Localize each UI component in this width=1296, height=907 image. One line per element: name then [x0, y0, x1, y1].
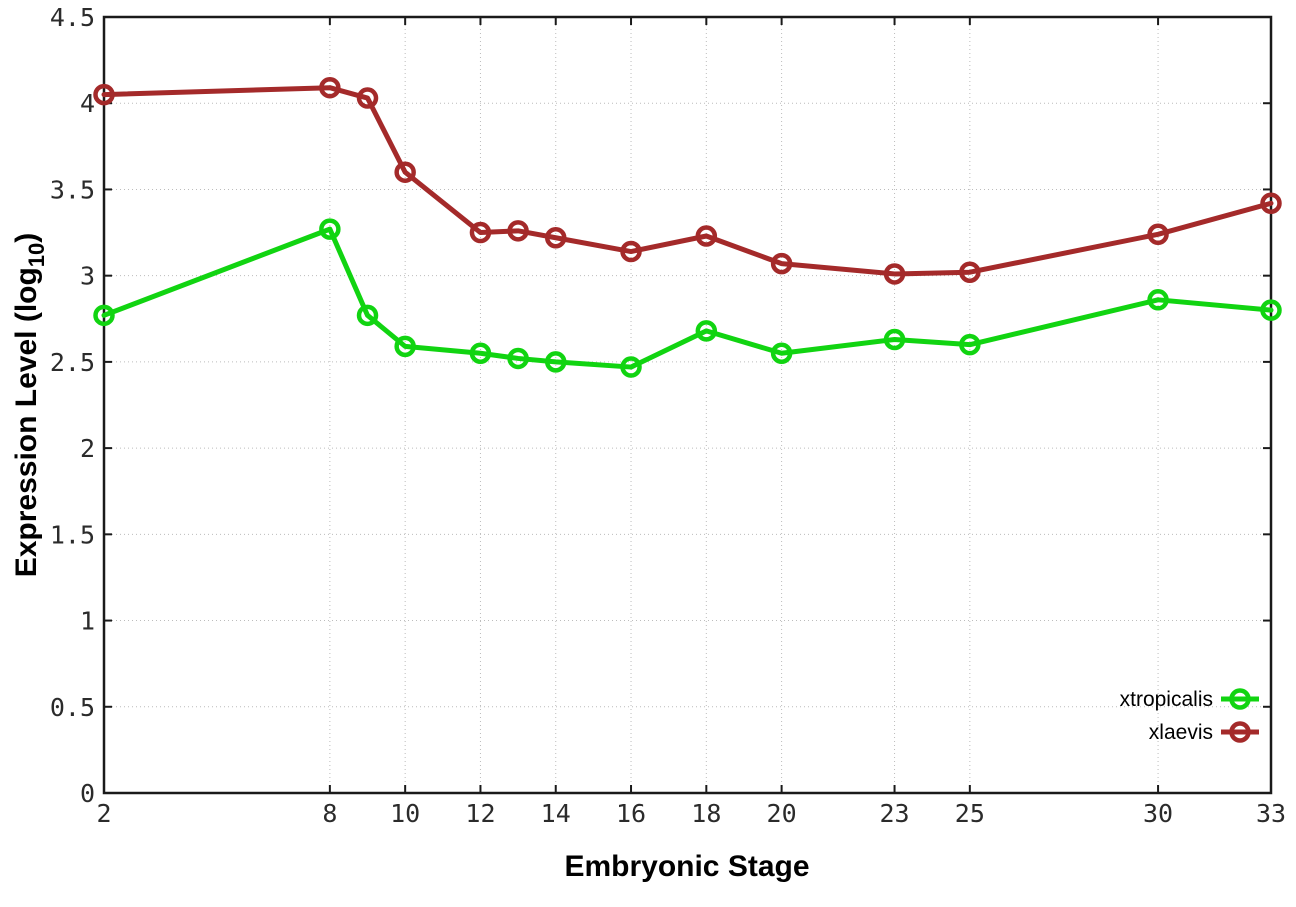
- data-point-xtropicalis: [394, 335, 416, 358]
- y-tick-label: 2.5: [50, 348, 95, 377]
- y-tick-label: 0.5: [50, 693, 95, 722]
- data-point-xlaevis: [1260, 192, 1282, 214]
- data-point-xlaevis: [883, 263, 906, 285]
- axes-border-layer: [102, 15, 1273, 795]
- data-point-xtropicalis: [469, 342, 492, 365]
- series-line-xtropicalis: [101, 226, 1274, 370]
- x-axis-title: Embryonic Stage: [564, 850, 809, 883]
- data-point-xtropicalis: [507, 347, 529, 370]
- x-tick-label: 8: [322, 799, 337, 828]
- x-tick-label: 33: [1256, 799, 1286, 828]
- x-tick-label: 30: [1143, 799, 1173, 828]
- data-point-xlaevis: [394, 161, 416, 183]
- data-point-xtropicalis: [356, 304, 379, 327]
- y-tick-label: 4: [80, 89, 95, 118]
- x-tick-label: 16: [616, 799, 646, 828]
- legend-label-xtropicalis: xtropicalis: [1120, 688, 1213, 711]
- y-tick-label: 4.5: [50, 3, 95, 32]
- y-tick-label: 3: [80, 262, 95, 291]
- y-tick-label: 1: [80, 607, 95, 636]
- data-point-xtropicalis: [1260, 299, 1282, 321]
- data-point-xlaevis: [319, 76, 341, 99]
- x-tick-label: 2: [96, 799, 111, 828]
- series-layer: [93, 76, 1282, 378]
- legend-marker-xtropicalis: [1229, 688, 1251, 710]
- data-point-xlaevis: [93, 83, 115, 106]
- x-tick-label: 12: [465, 799, 495, 828]
- x-tick-label: 18: [691, 799, 721, 828]
- data-point-xlaevis: [544, 226, 567, 249]
- y-axis-title: Expression Level (log10): [10, 233, 49, 578]
- data-point-xlaevis: [356, 87, 379, 109]
- legend-marker-xlaevis: [1229, 721, 1251, 743]
- x-tick-label: 23: [879, 799, 909, 828]
- data-point-xtropicalis: [93, 304, 115, 327]
- data-point-xlaevis: [959, 261, 981, 283]
- x-tick-label: 20: [767, 799, 797, 828]
- x-tick-label: 14: [541, 799, 571, 828]
- data-point-xlaevis: [620, 240, 642, 263]
- data-point-xtropicalis: [1147, 289, 1169, 311]
- y-tick-label: 2: [80, 434, 95, 463]
- grid-layer: [104, 17, 1271, 793]
- y-tick-label: 3.5: [50, 175, 95, 204]
- data-point-xlaevis: [469, 221, 492, 244]
- data-point-xlaevis: [770, 252, 793, 275]
- x-tick-label: 10: [390, 799, 420, 828]
- data-point-xtropicalis: [770, 342, 793, 365]
- data-point-xtropicalis: [319, 218, 341, 240]
- data-point-xlaevis: [695, 225, 718, 247]
- y-tick-label: 1.5: [50, 520, 95, 549]
- legend-label-xlaevis: xlaevis: [1149, 721, 1213, 744]
- plot-border: [102, 15, 1273, 795]
- data-point-xtropicalis: [620, 356, 642, 378]
- legend-layer: xtropicalis xlaevis: [1120, 688, 1259, 744]
- data-point-xlaevis: [507, 220, 529, 242]
- tick-label-layer: 2 8 10 12 14 16 18 20 23 25 30 33 0 0.5 1 1.5 2 2.5 3 3.5 4 4…: [50, 3, 1286, 828]
- data-point-xtropicalis: [883, 328, 906, 351]
- series-line-xlaevis: [101, 85, 1274, 277]
- y-tick-label: 0: [80, 779, 95, 808]
- data-point-xtropicalis: [959, 333, 981, 356]
- x-tick-label: 25: [955, 799, 985, 828]
- data-point-xlaevis: [1147, 223, 1169, 246]
- data-point-xtropicalis: [695, 320, 718, 342]
- data-point-xtropicalis: [544, 351, 567, 373]
